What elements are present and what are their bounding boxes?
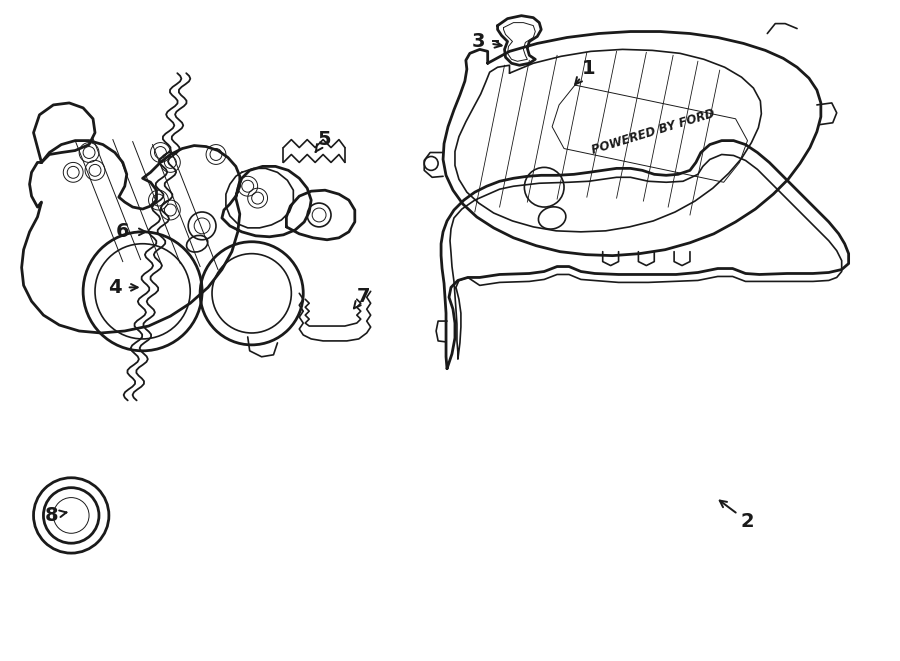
Text: 2: 2	[741, 512, 754, 531]
Text: 3: 3	[472, 32, 485, 51]
Text: 6: 6	[116, 222, 130, 241]
Text: POWERED BY FORD: POWERED BY FORD	[590, 106, 716, 157]
Text: 5: 5	[318, 130, 331, 149]
Text: 8: 8	[45, 506, 58, 525]
Text: 7: 7	[357, 287, 371, 306]
Text: 4: 4	[108, 278, 122, 297]
Text: 1: 1	[582, 59, 596, 78]
